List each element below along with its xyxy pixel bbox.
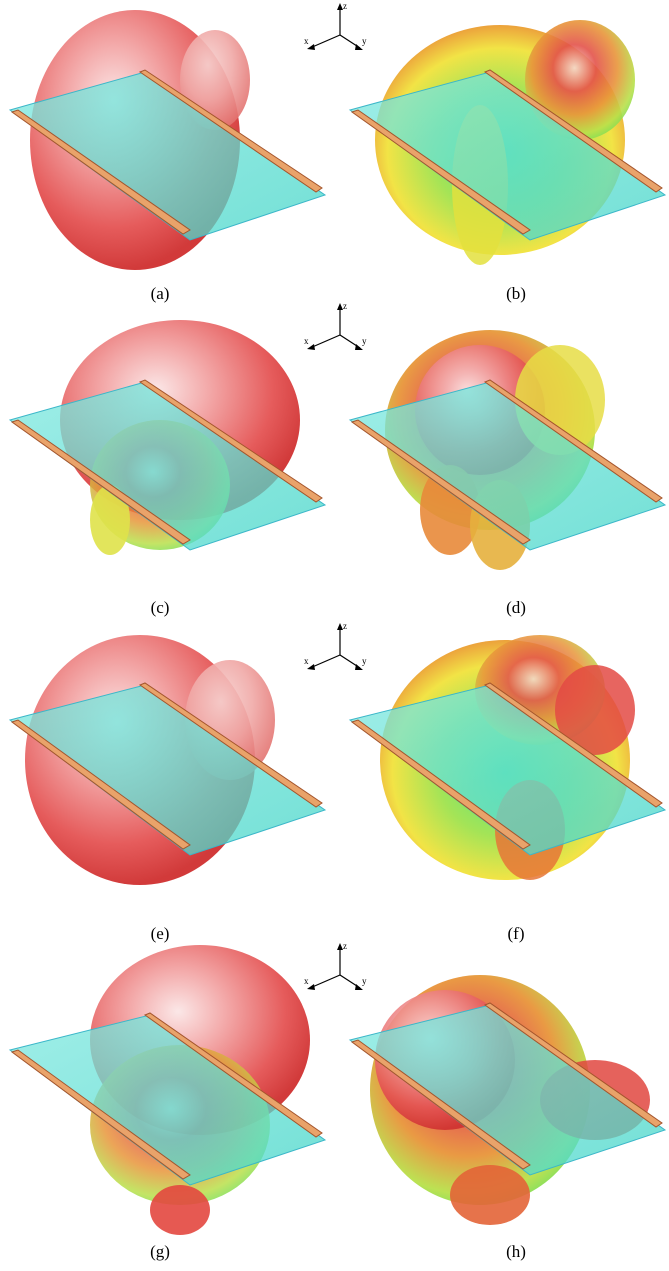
antenna-strip <box>350 1039 531 1170</box>
caption-h: (h) <box>506 1242 526 1261</box>
axis-label-y: y <box>362 36 367 46</box>
axis-label-z: z <box>343 621 347 631</box>
caption-e: (e) <box>150 924 170 943</box>
axis-label-z: z <box>343 1 347 11</box>
caption-b: (b) <box>506 284 526 303</box>
axis-label-y: y <box>362 656 367 666</box>
axis-label-y: y <box>362 336 367 346</box>
antenna-strip <box>138 379 323 503</box>
panel-e <box>0 620 334 900</box>
antenna-strip <box>10 419 191 545</box>
panel-a <box>0 0 334 280</box>
antenna-strip <box>350 419 531 545</box>
antenna-strip <box>10 1049 191 1180</box>
panel-b <box>340 0 669 280</box>
axis-label-x: x <box>304 36 309 46</box>
axis-triad: z x y <box>302 620 372 680</box>
panel-f <box>340 620 669 900</box>
axis-label-x: x <box>304 336 309 346</box>
axis-triad: z x y <box>302 0 372 60</box>
panel-c <box>0 310 334 590</box>
caption-d: (d) <box>506 598 526 617</box>
antenna-strip <box>138 682 323 808</box>
antenna-strip <box>350 109 531 235</box>
antenna-strip <box>350 719 531 850</box>
antenna-strip <box>483 379 663 503</box>
panel-g <box>0 940 334 1240</box>
antenna-strip <box>483 1002 663 1128</box>
caption-a: (a) <box>150 284 170 303</box>
antenna-strip <box>483 69 663 193</box>
axis-triad: z x y <box>302 300 372 360</box>
axis-triad: z x y <box>302 940 372 1000</box>
antenna-strip <box>483 682 663 808</box>
panel-h <box>340 940 669 1240</box>
antenna-strip <box>10 109 191 235</box>
caption-c: (c) <box>150 598 170 617</box>
panel-d <box>340 310 669 590</box>
caption-f: (f) <box>507 924 525 943</box>
caption-g: (g) <box>150 1242 170 1261</box>
antenna-strip <box>143 1012 323 1138</box>
axis-label-z: z <box>343 941 347 951</box>
axis-label-x: x <box>304 976 309 986</box>
axis-label-z: z <box>343 301 347 311</box>
antenna-strip <box>10 719 191 850</box>
axis-label-x: x <box>304 656 309 666</box>
axis-label-y: y <box>362 976 367 986</box>
antenna-strip <box>138 69 323 193</box>
